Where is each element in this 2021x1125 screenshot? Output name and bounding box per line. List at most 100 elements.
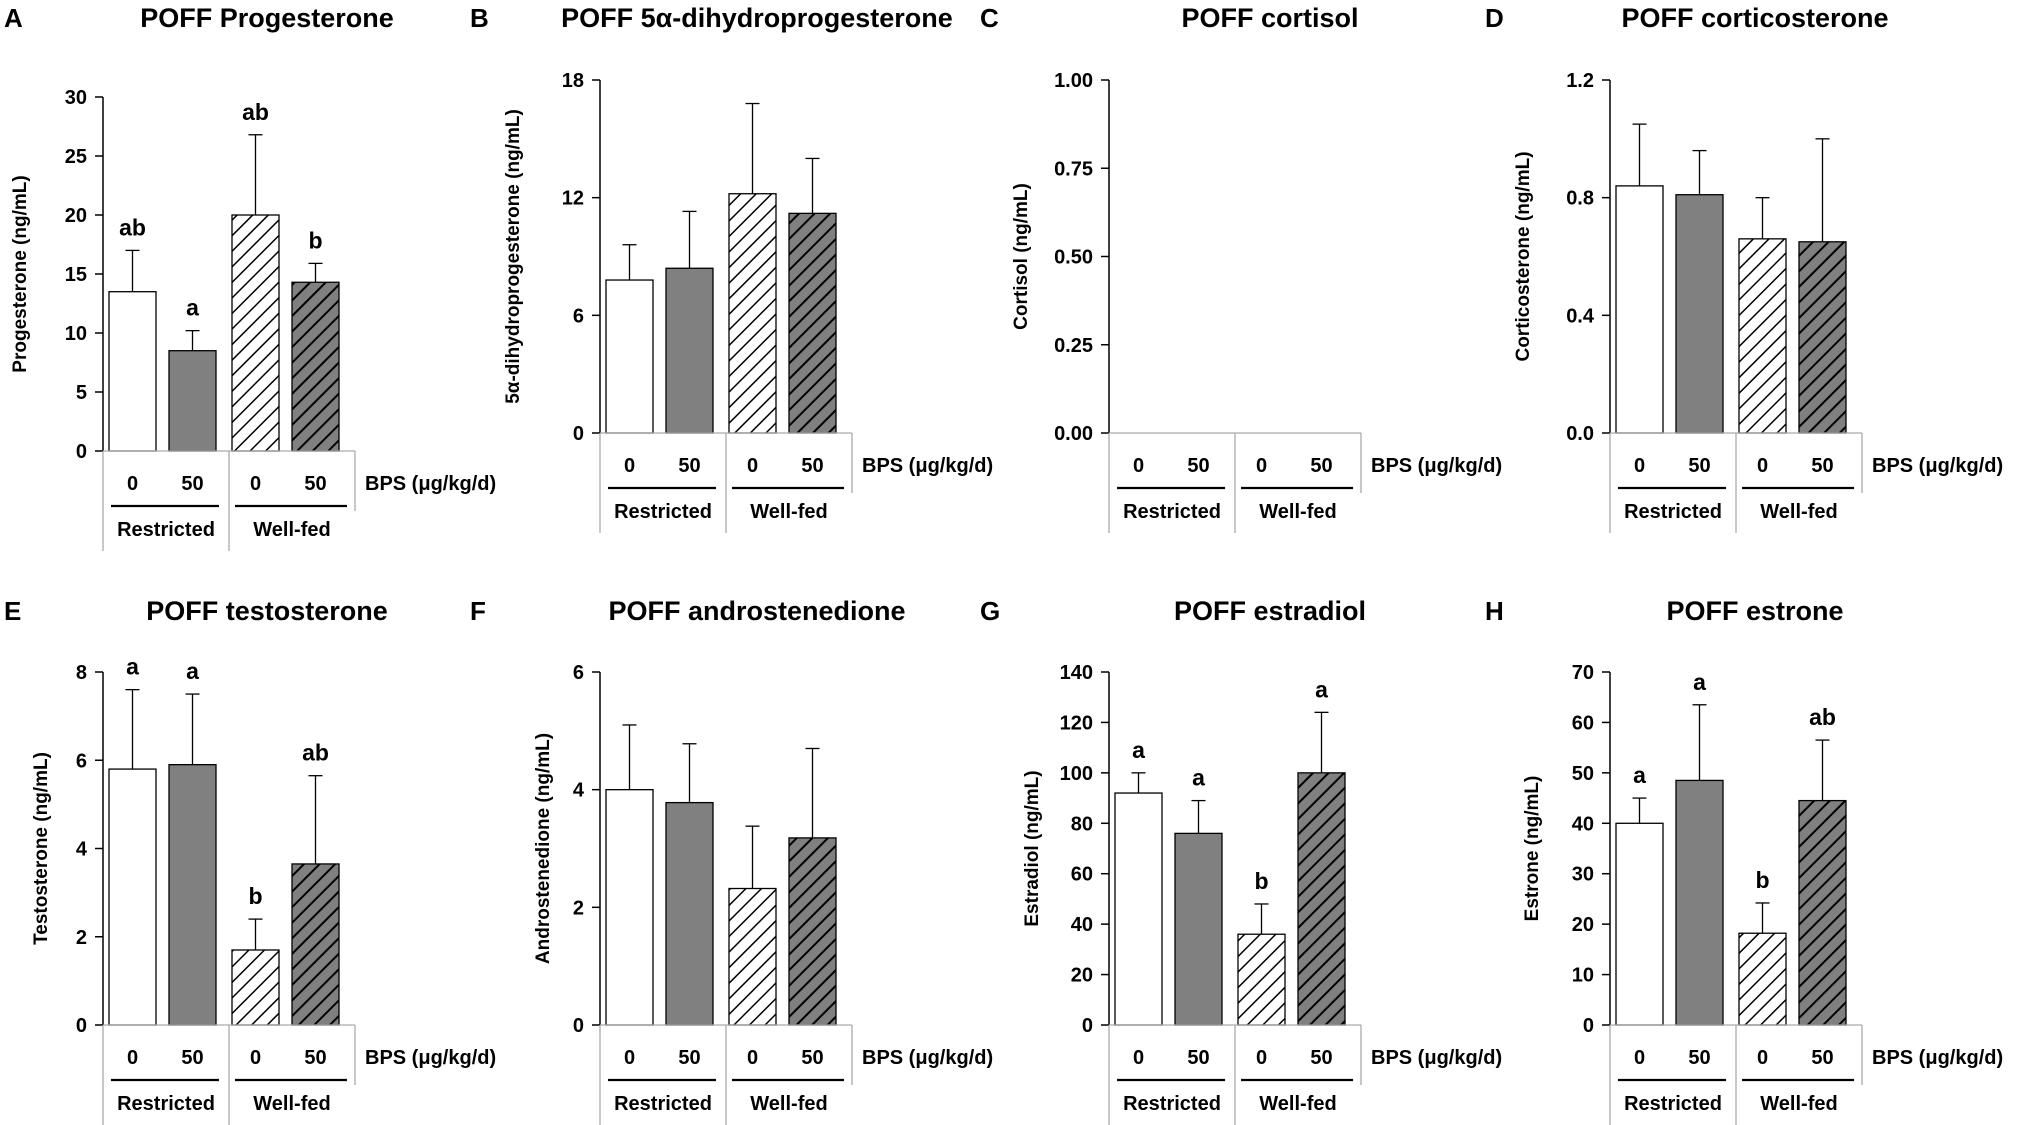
y-tick-label: 0: [1082, 1015, 1093, 1037]
bar: [728, 193, 777, 434]
bar: [788, 837, 837, 1026]
significance-letter: b: [1254, 868, 1268, 894]
diet-label: Restricted: [117, 519, 215, 541]
y-tick-label: 1.2: [1566, 70, 1594, 92]
significance-letter: b: [1755, 867, 1769, 893]
diet-label: Well-fed: [750, 1093, 827, 1115]
y-tick-label: 100: [1060, 763, 1093, 785]
bps-axis-label: BPS (μg/kg/d): [1872, 1047, 2003, 1069]
y-tick-label: 0.4: [1566, 305, 1595, 327]
dose-label: 50: [1688, 1047, 1710, 1069]
bar: [1615, 185, 1664, 434]
y-tick-label: 1.00: [1054, 70, 1093, 92]
bar: [728, 887, 777, 1026]
bps-axis-label: BPS (μg/kg/d): [862, 455, 993, 477]
dose-label: 50: [181, 1047, 203, 1069]
dose-label: 0: [624, 455, 635, 477]
y-tick-label: 8: [76, 662, 87, 684]
y-axis-label: 5α-dihydroprogesterone (ng/mL): [503, 109, 524, 404]
panel-d: D POFF corticosterone 0.0 0.4 0.8 1.2 Corticos…: [1485, 3, 2003, 533]
y-tick-label: 140: [1060, 662, 1093, 684]
y-tick-label: 4: [573, 780, 585, 802]
chart-title: POFF estrone: [1666, 596, 1843, 626]
panel-letter: G: [980, 596, 1000, 626]
y-tick-label: 0.0: [1566, 423, 1594, 445]
significance-letter: ab: [242, 99, 269, 125]
dose-label: 0: [1256, 455, 1267, 477]
dose-label: 0: [250, 1047, 261, 1069]
y-tick-label: 25: [65, 146, 87, 168]
panel-letter: C: [980, 3, 999, 33]
dose-label: 50: [304, 1047, 326, 1069]
diet-label: Well-fed: [750, 501, 827, 523]
dose-label: 50: [181, 473, 203, 495]
y-tick-label: 40: [1071, 914, 1093, 936]
panel-a: A POFF Progesterone 0 5 10 15 20 25 30 Progestero…: [4, 3, 496, 551]
significance-letter: a: [1132, 737, 1145, 763]
y-tick-label: 0.8: [1566, 188, 1594, 210]
y-tick-label: 12: [562, 188, 584, 210]
panel-letter: A: [4, 3, 23, 33]
significance-letter: a: [1315, 676, 1328, 702]
bar: [1738, 932, 1787, 1026]
dose-label: 50: [678, 455, 700, 477]
dose-label: 50: [1811, 455, 1833, 477]
y-tick-label: 20: [1071, 965, 1093, 987]
significance-letter: a: [1693, 669, 1706, 695]
y-tick-label: 18: [562, 70, 584, 92]
bar: [1114, 792, 1163, 1026]
y-tick-label: 4: [76, 839, 88, 861]
dose-label: 0: [747, 455, 758, 477]
dose-label: 0: [747, 1047, 758, 1069]
diet-label: Restricted: [1624, 1093, 1722, 1115]
significance-letter: a: [1633, 762, 1646, 788]
dose-label: 50: [801, 1047, 823, 1069]
diet-label: Well-fed: [253, 519, 330, 541]
y-axis-label: Testosterone (ng/mL): [31, 752, 52, 945]
y-tick-label: 70: [1572, 662, 1594, 684]
significance-letter: ab: [1809, 704, 1836, 730]
diet-label: Well-fed: [1259, 501, 1336, 523]
dose-label: 50: [304, 473, 326, 495]
y-tick-label: 40: [1572, 813, 1594, 835]
diet-label: Well-fed: [1259, 1093, 1336, 1115]
bar: [1615, 822, 1664, 1026]
diet-label: Restricted: [117, 1093, 215, 1115]
y-axis-label: Cortisol (ng/mL): [1011, 183, 1032, 330]
dose-label: 0: [1133, 455, 1144, 477]
bar: [168, 764, 217, 1026]
bar: [168, 350, 217, 452]
y-tick-label: 20: [65, 205, 87, 227]
y-tick-label: 0.25: [1054, 335, 1093, 357]
dose-label: 0: [250, 473, 261, 495]
bar: [1297, 772, 1346, 1026]
dose-label: 50: [1688, 455, 1710, 477]
bar: [665, 267, 714, 434]
y-tick-label: 50: [1572, 763, 1594, 785]
dose-label: 0: [127, 473, 138, 495]
y-tick-label: 60: [1572, 712, 1594, 734]
bps-axis-label: BPS (μg/kg/d): [365, 473, 496, 495]
significance-letter: a: [1192, 765, 1205, 791]
y-tick-label: 30: [65, 87, 87, 109]
y-axis-label: Androstenedione (ng/mL): [533, 733, 554, 964]
bps-axis-label: BPS (μg/kg/d): [1371, 1047, 1502, 1069]
bar: [291, 281, 340, 452]
bar: [605, 789, 654, 1026]
dose-label: 0: [1133, 1047, 1144, 1069]
bar: [1675, 779, 1724, 1026]
dose-label: 0: [1757, 455, 1768, 477]
dose-label: 50: [1187, 1047, 1209, 1069]
dose-label: 0: [1757, 1047, 1768, 1069]
panel-c: C POFF cortisol 0.00 0.25 0.50 0.75 1.00 Cortis…: [980, 3, 1502, 533]
significance-letter: ab: [119, 214, 146, 240]
y-axis-label: Corticosterone (ng/mL): [1513, 151, 1534, 361]
significance-letter: ab: [302, 740, 329, 766]
dose-label: 0: [624, 1047, 635, 1069]
bps-axis-label: BPS (μg/kg/d): [1872, 455, 2003, 477]
significance-letter: a: [186, 295, 199, 321]
panel-f: F POFF androstenedione 0 2 4 6 Androstenedione…: [470, 596, 993, 1125]
bar: [231, 214, 280, 452]
bps-axis-label: BPS (μg/kg/d): [365, 1047, 496, 1069]
y-tick-label: 0.75: [1054, 158, 1093, 180]
